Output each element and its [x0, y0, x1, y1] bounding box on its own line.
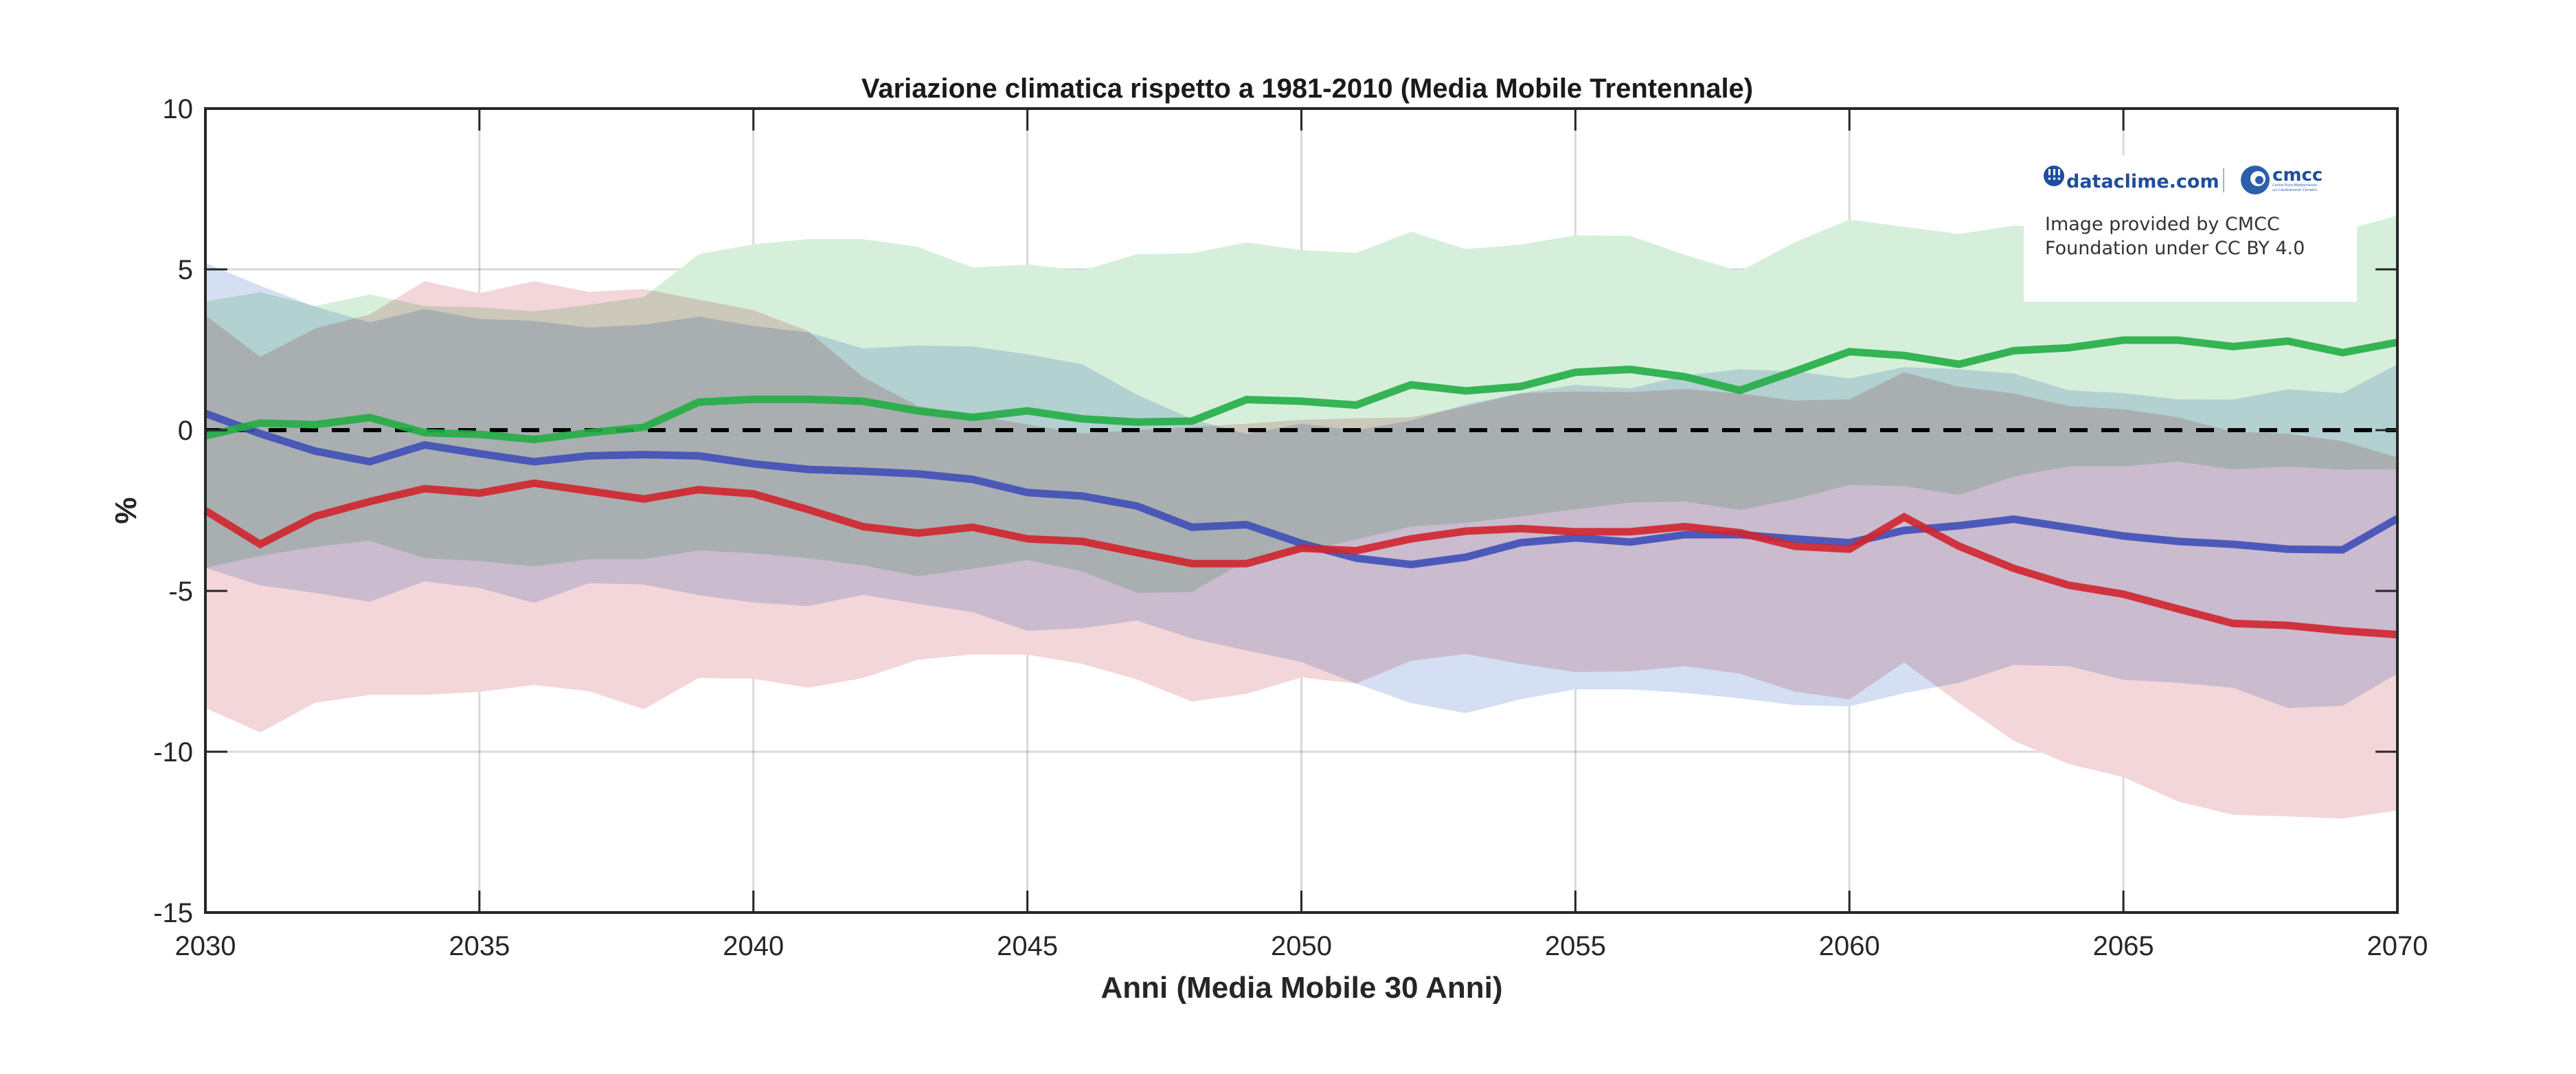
y-axis-label: %: [109, 497, 143, 524]
x-tick-label: 2055: [1545, 931, 1606, 961]
y-tick-label: 5: [178, 255, 193, 285]
attribution-line-1: Image provided by CMCC: [2045, 214, 2280, 235]
cmcc-logo-text: cmcc: [2272, 165, 2323, 186]
x-tick-label: 2045: [997, 931, 1058, 961]
series-lines: [203, 336, 2399, 639]
x-tick-label: 2050: [1271, 931, 1332, 961]
x-axis-tick-labels: 2030 2035 2040 2045 2050 2055 2060 2065 2070: [175, 931, 2428, 961]
x-tick-label: 2040: [723, 931, 784, 961]
y-tick-label: -10: [153, 737, 193, 768]
attribution-line-2: Foundation under CC BY 4.0: [2045, 238, 2305, 259]
line-blue: [204, 410, 2399, 569]
dataclime-logo-icon: [2044, 166, 2064, 186]
cmcc-subtitle-2: sui Cambiamenti Climatici: [2272, 188, 2318, 192]
cmcc-logo-icon: [2241, 166, 2270, 194]
line-green: [204, 336, 2399, 444]
x-tick-label: 2065: [2093, 931, 2154, 961]
x-tick-label: 2060: [1819, 931, 1880, 961]
x-tick-label: 2030: [175, 931, 236, 961]
line-red: [203, 479, 2398, 639]
x-tick-label: 2035: [449, 931, 510, 961]
x-axis-label: Anni (Media Mobile 30 Anni): [1100, 971, 1502, 1005]
dataclime-logo-text: dataclime.com: [2066, 171, 2219, 192]
plot-area: dataclime.com cmcc Centro Euro-Mediterra…: [203, 107, 2399, 914]
cmcc-subtitle-1: Centro Euro-Mediterraneo: [2272, 183, 2317, 188]
chart-title: Variazione climatica rispetto a 1981-201…: [861, 74, 1753, 104]
axis-ticks: [204, 107, 2399, 914]
y-axis-tick-labels: 10 5 0 -5 -10 -15: [153, 94, 193, 928]
watermark-background: [2024, 155, 2357, 302]
y-tick-label: -15: [153, 898, 193, 928]
x-tick-label: 2070: [2367, 931, 2428, 961]
y-tick-label: -5: [168, 577, 193, 607]
y-tick-label: 10: [163, 94, 194, 124]
attribution-watermark: dataclime.com cmcc Centro Euro-Mediterra…: [2024, 155, 2357, 302]
y-tick-label: 0: [178, 416, 193, 446]
